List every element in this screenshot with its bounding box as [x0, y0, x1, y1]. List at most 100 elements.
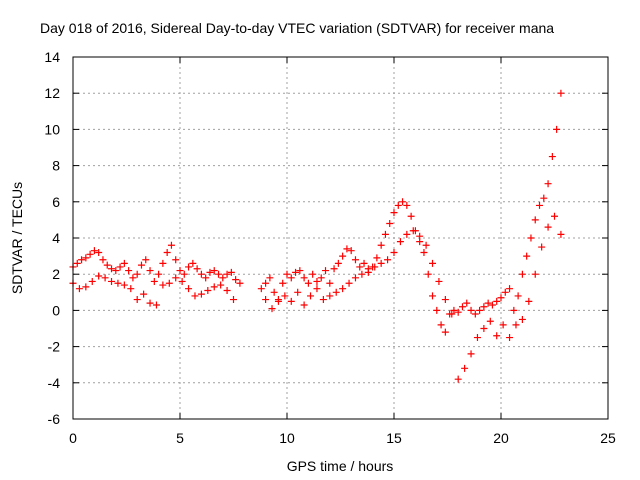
data-point: [73, 259, 81, 267]
data-point: [399, 198, 407, 206]
data-point: [396, 238, 404, 246]
x-tick-label: 5: [176, 430, 184, 446]
data-point: [116, 263, 124, 271]
data-point: [525, 297, 533, 305]
data-point: [527, 234, 535, 242]
data-point: [95, 272, 103, 280]
data-point: [112, 267, 120, 275]
data-point: [540, 194, 548, 202]
data-point: [514, 292, 522, 300]
data-point: [548, 153, 556, 161]
data-point: [172, 256, 180, 264]
data-point: [506, 285, 514, 293]
data-point: [467, 350, 475, 358]
data-point: [322, 267, 330, 275]
data-point: [512, 321, 520, 329]
data-point: [441, 328, 449, 336]
y-axis-label: SDTVAR / TECUs: [9, 182, 25, 294]
data-point: [345, 279, 353, 287]
data-point: [420, 248, 428, 256]
data-point: [343, 245, 351, 253]
data-point: [544, 180, 552, 188]
data-point: [403, 230, 411, 238]
data-point: [448, 310, 456, 318]
data-point: [437, 321, 445, 329]
data-point: [356, 263, 364, 271]
data-point: [230, 296, 237, 304]
data-point: [232, 276, 240, 284]
data-point: [499, 321, 507, 329]
data-point: [518, 315, 526, 323]
data-point: [296, 267, 304, 275]
data-point: [99, 256, 107, 264]
y-tick-label: 8: [52, 158, 60, 174]
data-point: [283, 270, 291, 278]
data-point: [544, 223, 552, 231]
data-point: [210, 283, 218, 291]
data-point: [313, 285, 321, 293]
data-point: [165, 279, 173, 287]
data-point: [377, 259, 385, 267]
data-point: [90, 247, 98, 255]
data-point: [422, 241, 430, 249]
data-point: [167, 241, 175, 249]
data-point: [270, 288, 278, 296]
data-point: [493, 297, 501, 305]
data-point: [424, 270, 432, 278]
data-point: [257, 285, 265, 293]
data-point: [557, 89, 565, 97]
data-point: [497, 294, 505, 302]
data-point: [332, 288, 340, 296]
data-point: [163, 248, 171, 256]
data-point: [202, 274, 210, 282]
data-point: [215, 270, 223, 278]
data-point: [223, 286, 231, 294]
data-point: [223, 270, 231, 278]
data-point: [266, 274, 274, 282]
data-point: [409, 227, 417, 235]
data-point: [454, 308, 462, 316]
data-point: [159, 281, 167, 289]
data-point: [172, 274, 180, 282]
data-point: [95, 248, 103, 256]
data-point: [510, 306, 518, 314]
data-point: [364, 268, 372, 276]
x-tick-labels: 0 5 10 15 20 25: [69, 430, 616, 446]
y-tick-label: 6: [52, 194, 60, 210]
data-point: [210, 267, 218, 275]
data-point: [78, 256, 86, 264]
data-point: [125, 267, 133, 275]
data-point: [82, 283, 90, 291]
data-point: [339, 252, 347, 260]
data-point: [159, 259, 167, 267]
data-point: [506, 334, 514, 342]
data-point: [309, 270, 317, 278]
x-tick-label: 10: [279, 430, 295, 446]
data-point: [300, 274, 308, 282]
data-point: [390, 209, 398, 217]
data-point: [441, 296, 449, 304]
data-point: [274, 297, 282, 305]
data-point: [326, 279, 334, 287]
data-point: [326, 292, 334, 300]
data-point: [416, 232, 424, 240]
data-point: [371, 263, 379, 271]
data-point: [551, 212, 558, 220]
data-point: [129, 274, 137, 282]
data-point: [307, 292, 315, 300]
data-point: [394, 201, 402, 209]
data-point: [101, 274, 109, 282]
data-point: [180, 270, 188, 278]
data-point: [206, 268, 214, 276]
grid: [73, 57, 608, 419]
data-point: [120, 259, 128, 267]
data-point: [197, 290, 205, 298]
data-point: [486, 317, 494, 325]
data-point: [484, 299, 492, 307]
y-tick-label: 12: [44, 85, 60, 101]
data-point: [176, 267, 184, 275]
data-point: [493, 332, 501, 340]
x-tick-label: 25: [600, 430, 616, 446]
data-point: [219, 274, 227, 282]
data-point: [480, 303, 488, 311]
